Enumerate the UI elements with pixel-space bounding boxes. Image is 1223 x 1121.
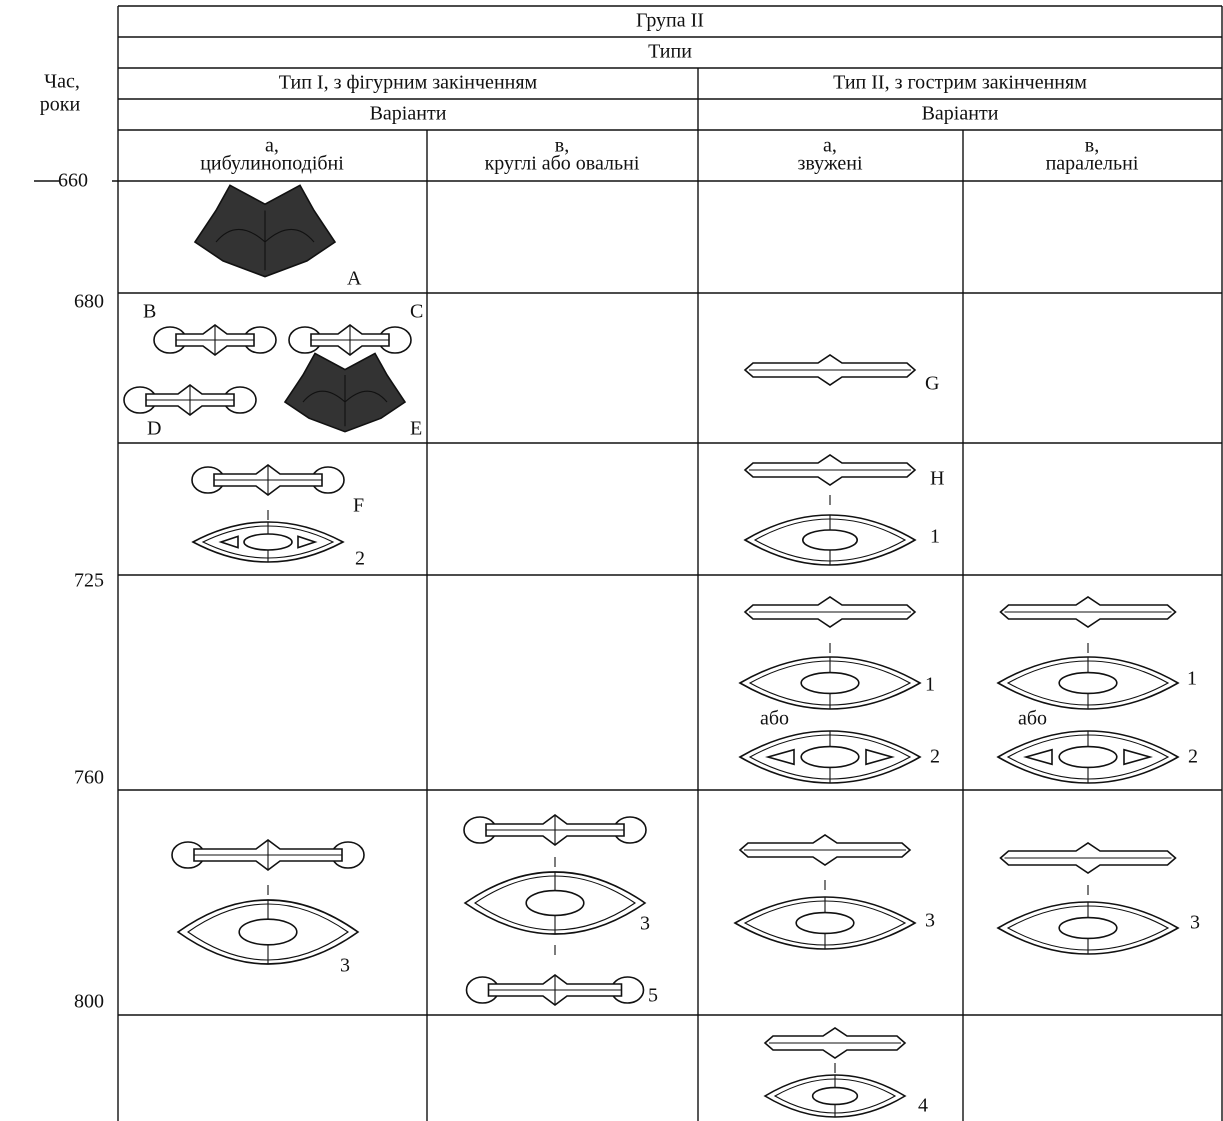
figure-label: або: [1018, 708, 1047, 730]
figure-label: 3: [925, 910, 935, 932]
hole: [1058, 916, 1118, 940]
ornate-detail: [215, 210, 315, 271]
plate-inner: [201, 525, 335, 559]
figure-label: 1: [930, 526, 940, 548]
variants-label: Варіанти: [370, 103, 447, 125]
group-title: Група II: [636, 10, 704, 32]
figure-label: 3: [340, 955, 350, 977]
figure-label: F: [353, 495, 364, 517]
figure-label: 4: [918, 1095, 928, 1117]
hole: [801, 529, 858, 551]
hole: [218, 535, 239, 549]
variant-name: паралельні: [1046, 153, 1139, 175]
plate-inner: [743, 900, 907, 946]
year-label: 660: [58, 170, 88, 192]
figure-label: A: [347, 268, 362, 290]
hole: [243, 533, 293, 551]
figure-label: G: [925, 373, 939, 395]
variant-name: круглі або овальні: [485, 153, 640, 175]
figure-label: 2: [930, 746, 940, 768]
hole: [765, 748, 795, 766]
types-label: Типи: [648, 41, 692, 63]
hole: [1058, 745, 1118, 769]
hole: [1058, 671, 1118, 695]
type-name: Тип I, з фігурним закінченням: [279, 72, 538, 94]
time-label: Час,: [44, 71, 80, 93]
table-rules: [34, 5, 1223, 1121]
figure-label: або: [760, 708, 789, 730]
figure-label: B: [143, 301, 156, 323]
hole: [811, 1086, 859, 1106]
figure-label: 1: [925, 674, 935, 696]
year-label: 800: [74, 991, 104, 1013]
plate-inner: [748, 660, 912, 706]
variant-letter: в,: [555, 135, 569, 157]
variant-letter: а,: [265, 135, 279, 157]
year-label: 725: [74, 570, 104, 592]
plate-inner: [773, 1078, 897, 1114]
figure-label: 3: [1190, 912, 1200, 934]
year-label: 680: [74, 291, 104, 313]
plate-inner: [748, 734, 912, 780]
figure-label: 1: [1187, 668, 1197, 690]
hole: [525, 889, 585, 917]
figure-label: 2: [355, 548, 365, 570]
plate-inner: [474, 875, 636, 931]
hole: [238, 918, 298, 946]
hole: [1123, 748, 1153, 766]
variant-letter: а,: [823, 135, 837, 157]
figure-label: C: [410, 301, 423, 323]
variant-letter: в,: [1085, 135, 1099, 157]
hole: [800, 671, 860, 695]
figure-label: 5: [648, 985, 658, 1007]
hole: [1023, 748, 1053, 766]
figure-label: H: [930, 468, 944, 490]
hole: [865, 748, 895, 766]
plate-inner: [753, 518, 907, 562]
plate-inner: [1006, 660, 1170, 706]
plate-inner: [187, 903, 349, 961]
plate-inner: [1006, 905, 1170, 951]
figure-label: D: [147, 418, 161, 440]
hole: [795, 911, 855, 935]
ornate-detail: [302, 375, 388, 427]
artifact-drawings: [123, 184, 1180, 1118]
figure-label: E: [410, 418, 422, 440]
time-label: роки: [40, 94, 81, 116]
hole: [297, 535, 318, 549]
type-name: Тип II, з гострим закінченням: [833, 72, 1087, 94]
variant-name: звужені: [797, 153, 863, 175]
variants-label: Варіанти: [922, 103, 999, 125]
plate-inner: [1006, 734, 1170, 780]
year-label: 760: [74, 767, 104, 789]
figure-label: 2: [1188, 746, 1198, 768]
hole: [800, 745, 860, 769]
figure-label: 3: [640, 913, 650, 935]
variant-name: цибулиноподібні: [200, 153, 344, 175]
